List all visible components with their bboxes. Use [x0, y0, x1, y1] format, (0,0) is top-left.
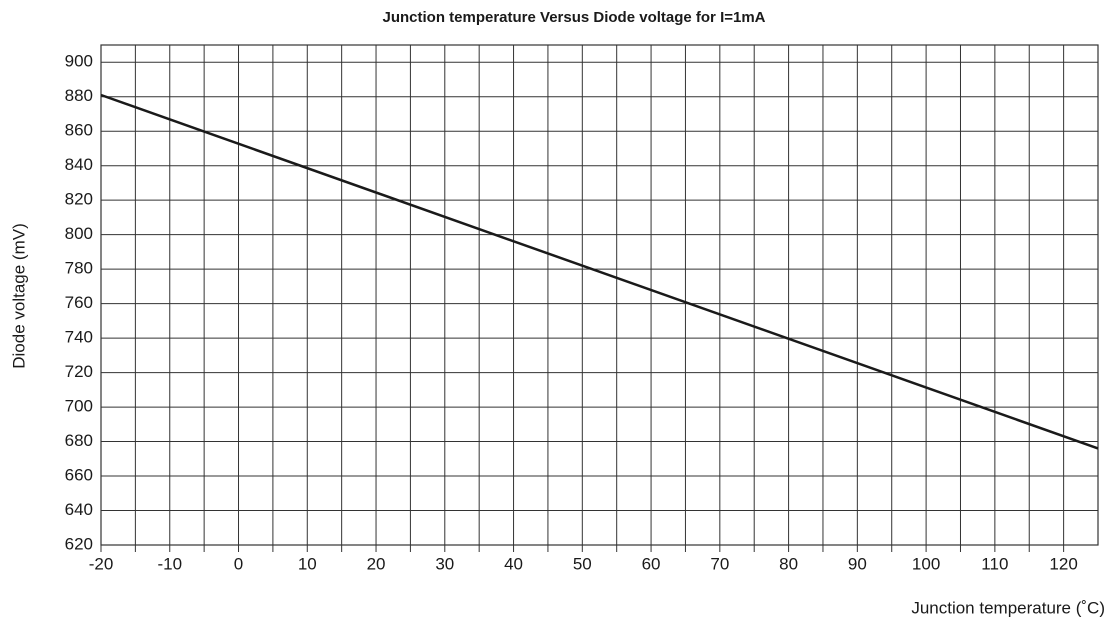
x-tick-label: 40 [504, 554, 523, 573]
y-tick-label: 640 [65, 500, 93, 519]
x-tick-label: 60 [642, 554, 661, 573]
x-tick-label: 110 [981, 554, 1008, 573]
x-tick-label: 10 [298, 554, 317, 573]
y-tick-label: 660 [65, 466, 93, 485]
y-tick-label: 620 [65, 534, 93, 553]
y-tick-label: 840 [65, 155, 93, 174]
x-tick-label: 120 [1049, 554, 1077, 573]
y-tick-label: 820 [65, 190, 93, 209]
y-tick-label: 720 [65, 362, 93, 381]
y-tick-label: 780 [65, 259, 93, 278]
chart-title: Junction temperature Versus Diode voltag… [382, 9, 765, 26]
plot-frame [100, 44, 1099, 546]
x-tick-label: 80 [779, 554, 798, 573]
data-line [100, 93, 1099, 450]
x-tick-label: 90 [848, 554, 867, 573]
y-tick-label: 860 [65, 121, 93, 140]
x-tick-label: 20 [367, 554, 386, 573]
y-tick-label: 700 [65, 397, 93, 416]
x-tick-label: 0 [234, 554, 243, 573]
y-tick-label: 740 [65, 328, 93, 347]
y-tick-label: 800 [65, 224, 93, 243]
y-tick-label: 760 [65, 293, 93, 312]
x-tick-label: -10 [157, 554, 182, 573]
y-tick-label: 900 [65, 52, 93, 71]
x-axis-label: Junction temperature (˚C) [911, 598, 1105, 617]
x-tick-label: 30 [435, 554, 454, 573]
x-tick-label: 50 [573, 554, 592, 573]
y-tick-label: 880 [65, 86, 93, 105]
y-axis-label: Diode voltage (mV) [9, 223, 28, 369]
x-tick-label: 100 [912, 554, 940, 573]
x-tick-label: -20 [89, 554, 114, 573]
y-tick-label: 680 [65, 431, 93, 450]
x-tick-label: 70 [710, 554, 729, 573]
